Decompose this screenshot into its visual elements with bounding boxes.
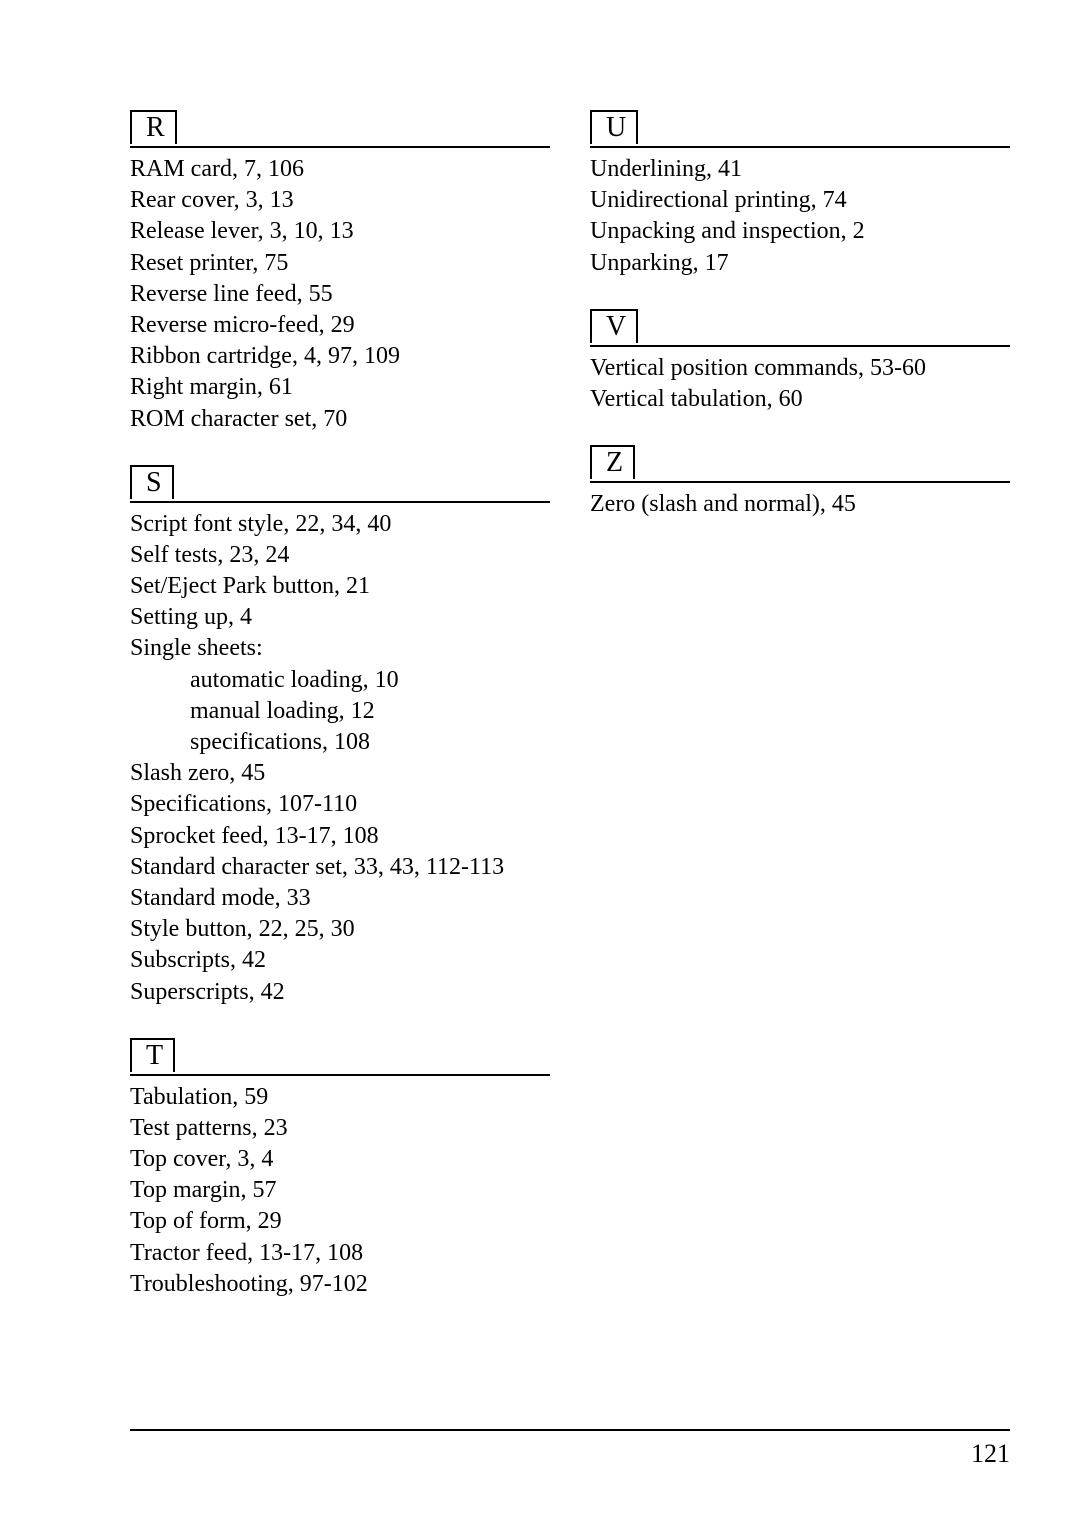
index-entry: Reset printer, 75 bbox=[130, 248, 550, 279]
section-letter: R bbox=[130, 110, 177, 144]
index-entry: Top of form, 29 bbox=[130, 1206, 550, 1237]
index-entry: Script font style, 22, 34, 40 bbox=[130, 509, 550, 540]
index-entry: Rear cover, 3, 13 bbox=[130, 185, 550, 216]
index-entry: Standard mode, 33 bbox=[130, 883, 550, 914]
page-number: 121 bbox=[971, 1439, 1010, 1468]
index-entry: Right margin, 61 bbox=[130, 372, 550, 403]
index-entry: Setting up, 4 bbox=[130, 602, 550, 633]
index-entry: Vertical position commands, 53-60 bbox=[590, 353, 1010, 384]
index-entry: Unidirectional printing, 74 bbox=[590, 185, 1010, 216]
index-entry: Underlining, 41 bbox=[590, 154, 1010, 185]
index-section: R RAM card, 7, 106Rear cover, 3, 13Releas… bbox=[130, 110, 550, 435]
index-entry: Self tests, 23, 24 bbox=[130, 540, 550, 571]
page: R RAM card, 7, 106Rear cover, 3, 13Releas… bbox=[0, 0, 1080, 1529]
index-entry: Ribbon cartridge, 4, 97, 109 bbox=[130, 341, 550, 372]
index-entry: Top margin, 57 bbox=[130, 1175, 550, 1206]
index-entry: Specifications, 107-110 bbox=[130, 789, 550, 820]
index-entry: Sprocket feed, 13-17, 108 bbox=[130, 821, 550, 852]
section-underline bbox=[590, 481, 1010, 483]
index-entry: Unpacking and inspection, 2 bbox=[590, 216, 1010, 247]
section-underline bbox=[130, 501, 550, 503]
index-entry: Test patterns, 23 bbox=[130, 1113, 550, 1144]
index-entry: RAM card, 7, 106 bbox=[130, 154, 550, 185]
index-entry: Standard character set, 33, 43, 112-113 bbox=[130, 852, 550, 883]
section-underline bbox=[130, 1074, 550, 1076]
index-subentry: automatic loading, 10 bbox=[130, 665, 550, 696]
index-section: S Script font style, 22, 34, 40Self tests… bbox=[130, 465, 550, 1008]
index-entry: Style button, 22, 25, 30 bbox=[130, 914, 550, 945]
section-letter: V bbox=[590, 309, 638, 343]
section-letter: T bbox=[130, 1038, 175, 1072]
index-columns: R RAM card, 7, 106Rear cover, 3, 13Releas… bbox=[130, 110, 1010, 1429]
section-underline bbox=[590, 345, 1010, 347]
index-entry: Zero (slash and normal), 45 bbox=[590, 489, 1010, 520]
index-subentry: manual loading, 12 bbox=[130, 696, 550, 727]
index-entry: Reverse line feed, 55 bbox=[130, 279, 550, 310]
index-entry: Superscripts, 42 bbox=[130, 977, 550, 1008]
index-entry: Single sheets: bbox=[130, 633, 550, 664]
index-entry: Reverse micro-feed, 29 bbox=[130, 310, 550, 341]
index-entry: ROM character set, 70 bbox=[130, 404, 550, 435]
index-entry: Slash zero, 45 bbox=[130, 758, 550, 789]
index-section: T Tabulation, 59Test patterns, 23Top cove… bbox=[130, 1038, 550, 1300]
left-column: R RAM card, 7, 106Rear cover, 3, 13Releas… bbox=[130, 110, 550, 1429]
index-section: Z Zero (slash and normal), 45 bbox=[590, 445, 1010, 520]
index-entry: Tabulation, 59 bbox=[130, 1082, 550, 1113]
page-footer: 121 bbox=[130, 1429, 1010, 1469]
section-underline bbox=[590, 146, 1010, 148]
index-entry: Unparking, 17 bbox=[590, 248, 1010, 279]
section-letter: S bbox=[130, 465, 174, 499]
index-entry: Release lever, 3, 10, 13 bbox=[130, 216, 550, 247]
index-entry: Tractor feed, 13-17, 108 bbox=[130, 1238, 550, 1269]
section-letter: Z bbox=[590, 445, 635, 479]
index-section: U Underlining, 41Unidirectional printing,… bbox=[590, 110, 1010, 279]
index-entry: Troubleshooting, 97-102 bbox=[130, 1269, 550, 1300]
index-entry: Top cover, 3, 4 bbox=[130, 1144, 550, 1175]
section-underline bbox=[130, 146, 550, 148]
index-entry: Set/Eject Park button, 21 bbox=[130, 571, 550, 602]
index-entry: Subscripts, 42 bbox=[130, 945, 550, 976]
section-letter: U bbox=[590, 110, 638, 144]
index-section: V Vertical position commands, 53-60Vertic… bbox=[590, 309, 1010, 415]
index-subentry: specifications, 108 bbox=[130, 727, 550, 758]
index-entry: Vertical tabulation, 60 bbox=[590, 384, 1010, 415]
right-column: U Underlining, 41Unidirectional printing,… bbox=[590, 110, 1010, 1429]
